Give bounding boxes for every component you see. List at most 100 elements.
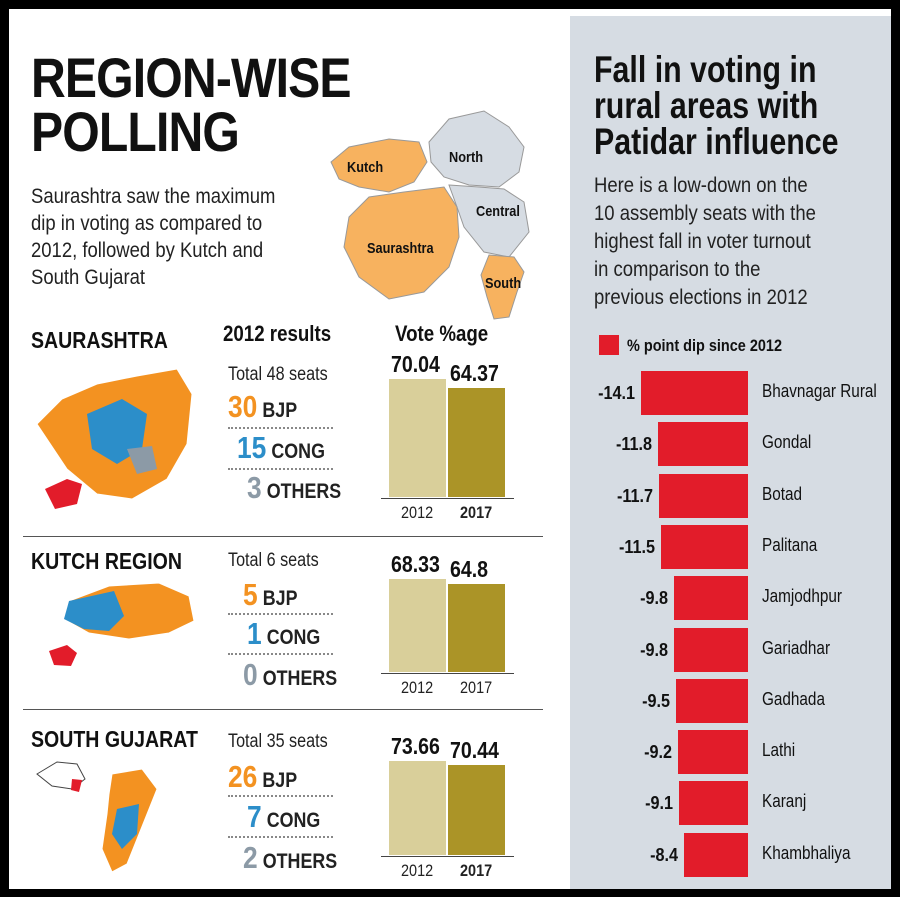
dip-value-label: -9.1	[644, 793, 673, 814]
region-title-kutch: KUTCH REGION	[31, 548, 182, 574]
map-kutch	[330, 138, 428, 193]
dip-chart: -14.1 Bhavnagar Rural -11.8 Gondal -11.7 Bota…	[570, 16, 891, 889]
dip-value-label: -14.1	[597, 383, 635, 403]
dip-value-label: -11.5	[618, 536, 655, 557]
kutch-cong-count: 1	[247, 616, 262, 651]
dip-panel-title-line: Fall in voting in	[594, 49, 817, 90]
vote-bar-2017	[448, 388, 505, 497]
saurashtra-bjp: 30 BJP	[228, 389, 297, 425]
dip-panel-subtitle-line: highest fall in voter turnout	[594, 230, 811, 253]
dip-seat-label: Gondal	[762, 432, 812, 453]
divider	[228, 427, 333, 429]
map-north	[428, 110, 525, 188]
dip-seat-label: Khambhaliya	[762, 842, 851, 863]
vote-value-label: 68.33	[391, 550, 440, 577]
saurashtra-bjp-count: 30	[228, 389, 258, 424]
dip-seat-label: Palitana	[762, 534, 818, 555]
region-title-south-gujarat: SOUTH GUJARAT	[31, 726, 198, 752]
divider	[228, 613, 333, 615]
dip-bar	[640, 371, 748, 415]
infographic: REGION-WISE POLLING Saurashtra saw the m…	[9, 9, 891, 889]
vote-bar-2012	[389, 761, 446, 855]
gujarat-region-map	[330, 110, 530, 320]
saurashtra-total-seats: Total 48 seats	[228, 364, 328, 385]
vote-baseline	[381, 673, 514, 674]
kutch-cong-area	[64, 591, 124, 631]
dip-bar	[675, 678, 748, 723]
cong-label: CONG	[266, 809, 321, 832]
saurashtra-others-area	[127, 446, 157, 474]
cong-label: CONG	[266, 626, 321, 649]
vote-year-label: 2017	[460, 678, 493, 697]
headline-line-1: REGION-WISE	[31, 46, 352, 109]
dip-panel-subtitle: Here is a low-down on the 10 assembly se…	[594, 172, 816, 312]
dip-bar	[673, 627, 748, 672]
vote-value-label: 64.8	[450, 555, 489, 582]
map-label-saurashtra: Saurashtra	[367, 240, 434, 257]
dip-seat-label: Gariadhar	[762, 637, 831, 658]
dip-bar	[678, 730, 748, 775]
dip-panel-title: Fall in voting in rural areas with Patid…	[594, 49, 839, 162]
vote-year-label: 2012	[401, 861, 434, 880]
vote-bar-2017	[448, 765, 505, 855]
divider	[228, 468, 333, 470]
vote-year-label: 2017	[460, 861, 493, 880]
dip-panel-title-line: Patidar influence	[594, 121, 839, 162]
south-cong-count: 7	[247, 799, 262, 834]
dip-bar	[658, 422, 748, 467]
vote-year-label: 2017	[460, 503, 493, 522]
bjp-label: BJP	[262, 769, 298, 792]
kutch-total-seats: Total 6 seats	[228, 550, 319, 571]
vote-bar-2012	[389, 378, 446, 497]
kutch-bjp: 5 BJP	[243, 577, 297, 613]
divider	[228, 836, 333, 838]
vote-year-label: 2012	[401, 678, 434, 697]
map-label-kutch: Kutch	[347, 159, 384, 176]
saurashtra-map	[36, 368, 193, 509]
dip-bar	[678, 781, 748, 826]
kutch-others: 0 OTHERS	[243, 657, 337, 693]
vote-value-label: 64.37	[450, 360, 499, 387]
south-cong-area	[112, 804, 139, 849]
dip-panel-subtitle-line: previous elections in 2012	[594, 286, 808, 309]
kutch-cong: 1 CONG	[247, 616, 320, 652]
map-central	[448, 184, 530, 258]
dip-panel: Fall in voting in rural areas with Patid…	[570, 16, 891, 889]
region-separator	[23, 536, 543, 537]
divider	[228, 795, 333, 797]
south-inset-highlight	[71, 779, 82, 792]
dip-value-label: -9.8	[639, 588, 668, 609]
others-label: OTHERS	[262, 850, 338, 873]
dip-seat-label: Bhavnagar Rural	[762, 381, 877, 401]
saurashtra-inset	[45, 479, 82, 509]
dip-value-label: -11.8	[616, 434, 653, 455]
dip-value-label: -8.4	[650, 844, 679, 865]
dip-seat-label: Karanj	[762, 791, 807, 812]
south-bjp: 26 BJP	[228, 759, 297, 795]
kutch-inset	[49, 645, 77, 666]
region-title-saurashtra: SAURASHTRA	[31, 327, 168, 353]
dip-panel-subtitle-line: Here is a low-down on the	[594, 174, 808, 197]
dip-value-label: -11.7	[617, 485, 654, 506]
south-bjp-count: 26	[228, 759, 258, 794]
others-label: OTHERS	[266, 480, 342, 503]
dip-seat-label: Lathi	[762, 740, 796, 761]
cong-label: CONG	[271, 440, 325, 463]
bjp-label: BJP	[262, 587, 298, 610]
vote-value-label: 70.44	[450, 737, 499, 764]
vote-bar-2017	[448, 583, 505, 672]
legend-label: % point dip since 2012	[627, 336, 782, 355]
dip-value-label: -9.8	[639, 639, 668, 660]
others-label: OTHERS	[262, 667, 338, 690]
saurashtra-others-count: 3	[247, 470, 262, 505]
vote-value-label: 70.04	[391, 350, 440, 377]
south-others: 2 OTHERS	[243, 840, 337, 876]
south-total-seats: Total 35 seats	[228, 731, 328, 752]
south-others-count: 2	[243, 840, 258, 875]
headline: REGION-WISE POLLING	[31, 46, 352, 160]
dip-value-label: -9.2	[644, 742, 673, 763]
divider	[228, 653, 333, 655]
intro-text: Saurashtra saw the maximum dip in voting…	[31, 185, 276, 289]
dip-seat-label: Jamjodhpur	[762, 586, 842, 607]
saurashtra-cong-count: 15	[237, 430, 267, 465]
